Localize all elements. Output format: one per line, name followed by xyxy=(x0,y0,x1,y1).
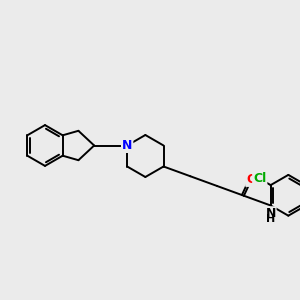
Text: Cl: Cl xyxy=(253,172,266,185)
Text: N: N xyxy=(266,207,276,220)
Text: H: H xyxy=(266,214,276,224)
Text: O: O xyxy=(246,173,257,186)
Text: N: N xyxy=(122,139,132,152)
